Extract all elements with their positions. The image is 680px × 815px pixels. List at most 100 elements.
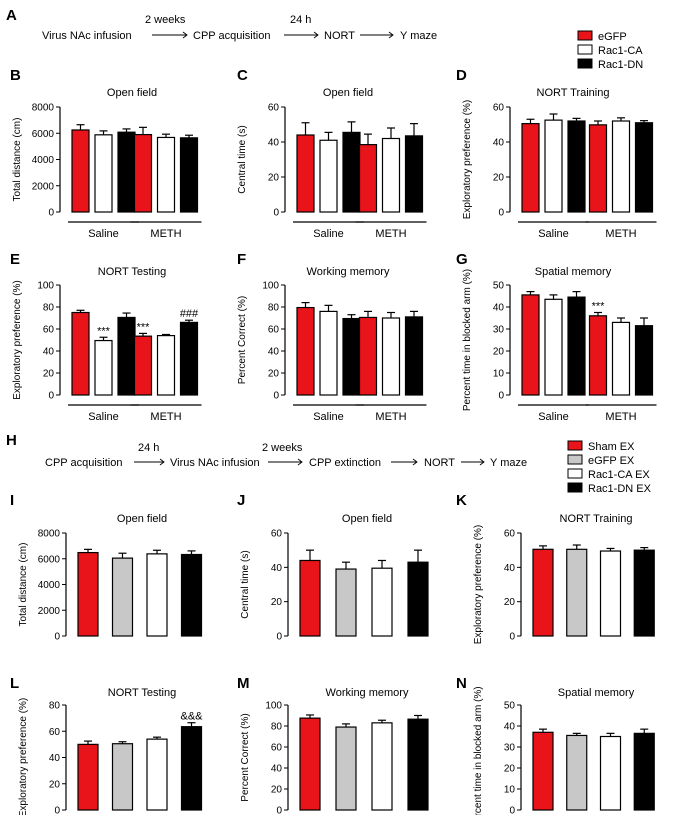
bar — [180, 726, 203, 811]
group-label: METH — [375, 228, 406, 240]
y-axis-label: Central time (s) — [237, 125, 248, 193]
chart-title: Open field — [117, 513, 167, 525]
group-label: Saline — [88, 228, 119, 240]
y-tick-label: 40 — [271, 563, 283, 574]
legend-label: Sham EX — [588, 441, 635, 453]
protocol-step: NORT — [424, 457, 455, 469]
legend-label: Rac1-CA — [598, 45, 643, 57]
bar — [544, 119, 563, 213]
bar — [371, 567, 393, 637]
group-label: METH — [150, 411, 181, 423]
bar — [319, 310, 338, 396]
protocol-step: Y maze — [490, 457, 527, 469]
bar — [404, 135, 424, 213]
y-tick-label: 20 — [268, 173, 280, 184]
bar — [94, 134, 113, 213]
legend-label: Rac1-DN — [598, 59, 643, 71]
y-tick-label: 0 — [509, 632, 515, 643]
y-tick-label: 0 — [48, 391, 54, 402]
bar — [532, 731, 554, 811]
bar — [611, 120, 631, 213]
significance-label: *** — [592, 301, 606, 313]
y-axis-label: Exploratory preference (%) — [18, 698, 29, 815]
y-tick-label: 100 — [265, 701, 282, 712]
protocol-interval: 2 weeks — [145, 14, 186, 26]
y-tick-label: 60 — [268, 325, 280, 336]
bar — [77, 551, 99, 637]
y-tick-label: 100 — [37, 281, 54, 292]
y-tick-label: 0 — [276, 632, 282, 643]
y-axis-label: Central time (s) — [240, 550, 251, 618]
protocol-step: CPP acquisition — [45, 457, 122, 469]
protocol-step: NORT — [324, 30, 355, 42]
bar — [342, 317, 361, 396]
protocol-step: CPP extinction — [309, 457, 381, 469]
bar — [299, 559, 321, 637]
chart-title: Spatial memory — [558, 687, 635, 699]
panel-letter-D: D — [456, 67, 467, 84]
bar — [94, 339, 113, 396]
y-tick-label: 40 — [49, 753, 61, 764]
y-tick-label: 40 — [268, 138, 280, 149]
chart-B: B Open field 0 2000 4000 6000 8000 Total distan… — [10, 67, 202, 240]
group-label: METH — [375, 411, 406, 423]
chart-title: Open field — [107, 87, 157, 99]
y-axis-label: Percent time in blocked arm (%) — [462, 269, 473, 411]
chart-J: J Open field 0 20 40 60 Central time (s) — [237, 492, 429, 643]
y-axis-label: Total distance (cm) — [12, 118, 23, 202]
chart-title: Open field — [323, 87, 373, 99]
chart-K: K NORT Training 0 20 40 60 Exploratory prefere… — [456, 492, 655, 644]
bar — [567, 120, 586, 213]
bar — [521, 123, 540, 213]
y-axis-label: Percent Correct (%) — [240, 713, 251, 801]
y-tick-label: 60 — [268, 103, 280, 114]
bar — [335, 726, 357, 811]
bar — [335, 568, 357, 637]
protocol-arrows — [134, 458, 485, 466]
chart-title: NORT Training — [560, 513, 633, 525]
protocol-H: CPP acquisition Virus NAc infusion CPP e… — [45, 442, 527, 469]
y-tick-label: 0 — [498, 391, 504, 402]
legend-swatch — [567, 454, 583, 465]
bar — [566, 734, 588, 811]
y-tick-label: 40 — [271, 764, 283, 775]
y-tick-label: 30 — [504, 743, 516, 754]
chart-L: L NORT Testing 0 20 40 60 80 Exploratory prefer… — [10, 675, 203, 815]
chart-N: N Spatial memory 0 10 20 30 40 50 Percent time i… — [456, 675, 655, 815]
bar — [111, 743, 134, 811]
bar — [319, 139, 338, 213]
y-axis-label: Exploratory preference (%) — [12, 280, 23, 400]
significance-label: *** — [97, 325, 111, 337]
significance-label: &&& — [180, 711, 203, 723]
y-tick-label: 20 — [49, 779, 61, 790]
y-tick-label: 6000 — [32, 129, 55, 140]
bar — [633, 732, 655, 811]
y-tick-label: 60 — [493, 103, 505, 114]
chart-D: D NORT Training 0 20 40 60 Exploratory prefere… — [456, 67, 657, 240]
y-tick-label: 0 — [273, 208, 279, 219]
bar — [588, 315, 608, 396]
y-tick-label: 8000 — [38, 529, 61, 540]
y-tick-label: 10 — [504, 785, 516, 796]
chart-C: C Open field 0 20 40 60 Central time (s) Saline… — [237, 67, 427, 240]
chart-title: Spatial memory — [535, 266, 612, 278]
y-tick-label: 80 — [268, 303, 280, 314]
y-tick-label: 2000 — [32, 181, 55, 192]
y-tick-label: 40 — [504, 563, 516, 574]
panel-letter-F: F — [237, 251, 246, 268]
significance-label: *** — [137, 321, 151, 333]
chart-title: Open field — [342, 513, 392, 525]
protocol-interval: 24 h — [290, 14, 311, 26]
group-label: Saline — [88, 411, 119, 423]
panel-letter-A: A — [6, 7, 17, 24]
y-tick-label: 0 — [276, 806, 282, 815]
bar — [180, 553, 203, 637]
y-tick-label: 50 — [504, 701, 516, 712]
group-label: Saline — [538, 228, 569, 240]
y-tick-label: 20 — [271, 597, 283, 608]
y-tick-label: 0 — [48, 208, 54, 219]
y-tick-label: 50 — [493, 281, 505, 292]
bar — [146, 553, 168, 637]
bar — [532, 548, 554, 637]
